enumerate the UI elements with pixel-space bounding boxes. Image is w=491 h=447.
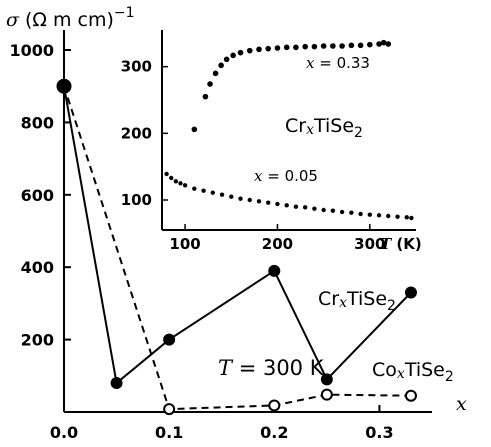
inset-point-x033	[218, 62, 224, 69]
inset-point-x005	[164, 171, 169, 177]
main-ticks: 0.0 0.1 0.2 0.3 200 400 600 800 1000	[9, 41, 393, 442]
inset-point-x005	[238, 196, 243, 201]
inset-point-x005	[266, 200, 271, 205]
inset-point-x033	[376, 41, 382, 47]
inset-point-x005	[321, 207, 326, 213]
inset-point-x005	[219, 192, 225, 197]
inset-label-x005: x = 0.05	[254, 167, 318, 185]
main-y-tick-label: 600	[21, 186, 54, 205]
inset-point-x033	[207, 81, 213, 87]
inset-x-tick-label: 200	[262, 235, 293, 253]
inset-point-x033	[330, 43, 336, 49]
inset-point-x005	[339, 209, 345, 215]
inset-point-x005	[376, 213, 382, 218]
inset-point-x005	[182, 183, 188, 188]
inset-point-x005	[229, 194, 234, 199]
point-cr	[110, 377, 123, 390]
inset-point-x005	[169, 175, 174, 181]
main-y-tick-label: 800	[21, 113, 54, 132]
inset-point-x033	[274, 45, 281, 51]
inset-point-x005	[404, 215, 409, 220]
inset-point-x005	[210, 190, 215, 195]
inset-point-x005	[386, 213, 391, 219]
inset-point-x033	[357, 42, 364, 49]
main-x-tick-label: 0.1	[155, 423, 183, 442]
inset-point-x005	[358, 211, 363, 217]
inset-point-x033	[256, 46, 262, 53]
inset-point-x005	[173, 179, 179, 184]
inset-y-tick-label: 300	[121, 58, 152, 76]
inset-point-x033	[212, 70, 219, 77]
inset-point-x005	[178, 181, 183, 186]
inset-background	[162, 30, 416, 230]
inset-point-x033	[367, 41, 373, 48]
main-x-axis-label: x	[456, 393, 467, 415]
main-y-tick-label: 400	[21, 258, 54, 277]
inset-point-x033	[302, 43, 308, 50]
inset-point-x005	[349, 210, 354, 215]
main-series	[56, 78, 417, 416]
point-co	[404, 389, 417, 402]
cr-series-label: CrxTiSe2	[318, 288, 396, 314]
inset-point-x033	[265, 45, 272, 52]
inset-y-tick-label: 200	[121, 124, 152, 142]
inset-point-x005	[201, 188, 206, 193]
point-cr	[404, 286, 417, 299]
main-y-axis-label: σ (Ω m cm)−1	[6, 5, 135, 31]
point-cr	[56, 78, 72, 94]
inset-point-x033	[385, 41, 392, 47]
inset-point-x005	[409, 215, 414, 221]
main-y-tick-label: 1000	[9, 41, 54, 60]
inset-point-x005	[312, 206, 317, 211]
inset-point-x033	[283, 44, 290, 51]
inset-point-x033	[246, 47, 253, 54]
inset-ticks: 100 200 300 100 200 300	[121, 58, 386, 253]
inset-point-x033	[311, 43, 318, 50]
point-cr	[163, 333, 176, 346]
inset-x-tick-label: 100	[169, 235, 200, 253]
inset-point-x005	[293, 204, 299, 209]
inset-x-axis-label: T (K)	[380, 235, 422, 253]
inset-point-x005	[330, 208, 336, 213]
inset-point-x005	[275, 201, 280, 207]
temperature-annotation: T = 300 K	[218, 356, 325, 380]
point-co	[163, 403, 176, 416]
inset-point-x033	[293, 44, 299, 51]
inset-point-x005	[192, 186, 197, 191]
point-co	[320, 388, 333, 401]
inset-label-x033: x = 0.33	[306, 54, 370, 72]
inset-point-x033	[348, 42, 355, 49]
inset-point-x033	[237, 49, 244, 56]
inset-point-x005	[247, 197, 252, 203]
main-x-tick-label: 0.3	[365, 423, 393, 442]
series-line-cr	[63, 86, 412, 385]
inset-point-x005	[284, 203, 289, 208]
inset-point-x033	[202, 93, 209, 100]
inset-y-tick-label: 100	[121, 191, 152, 209]
point-co	[268, 399, 281, 412]
inset-point-x033	[339, 43, 345, 49]
co-series-label: CoxTiSe2	[372, 359, 454, 385]
inset-series	[164, 39, 414, 221]
main-x-tick-label: 0.0	[50, 423, 78, 442]
main-y-tick-label: 200	[21, 331, 54, 350]
main-x-tick-label: 0.2	[260, 423, 288, 442]
inset-point-x005	[395, 214, 400, 219]
inset-title: CrxTiSe2	[285, 115, 363, 141]
inset-point-x033	[191, 126, 198, 133]
inset-point-x033	[230, 52, 236, 59]
inset-point-x033	[320, 43, 327, 49]
inset-x-tick-label: 300	[354, 235, 385, 253]
inset-point-x033	[380, 39, 387, 46]
inset-point-x005	[256, 199, 262, 204]
inset-point-x033	[223, 56, 230, 63]
inset-point-x005	[367, 212, 373, 217]
inset-point-x005	[302, 205, 308, 210]
point-cr	[268, 264, 281, 277]
point-cr	[320, 373, 333, 386]
